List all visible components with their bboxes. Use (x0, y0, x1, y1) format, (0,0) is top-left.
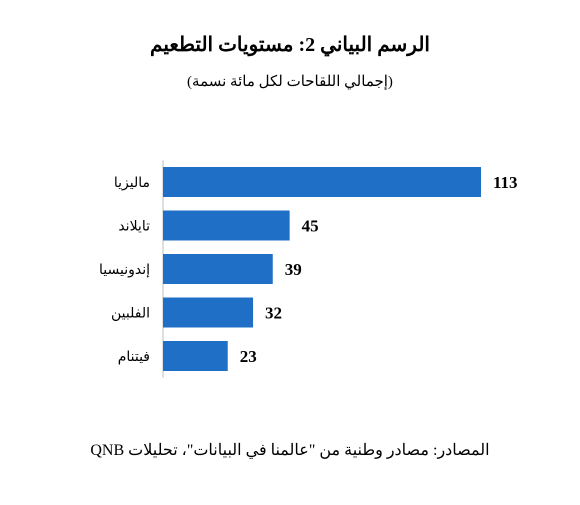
data-label: 32 (265, 304, 282, 323)
data-label: 23 (240, 347, 257, 366)
chart-source: المصادر: مصادر وطنية من "عالمنا في البيا… (90, 442, 490, 459)
bar (163, 210, 290, 241)
bar (163, 254, 273, 284)
chart-title: الرسم البياني 2: مستويات التطعيم (150, 34, 430, 56)
bar (163, 297, 254, 328)
data-label: 45 (302, 217, 319, 236)
bars-layer: 113 ماليزيا 45 تايلاند 39 إندونيسيا 32 الفلبين 2… (99, 160, 518, 378)
data-label: 39 (285, 260, 302, 279)
bar (163, 167, 481, 197)
category-label: ماليزيا (114, 175, 150, 191)
data-label: 113 (493, 173, 518, 192)
category-label: إندونيسيا (99, 262, 150, 278)
category-label: فيتنام (118, 349, 150, 365)
bar (163, 341, 228, 371)
category-label: الفلبين (111, 306, 150, 322)
category-label: تايلاند (118, 219, 150, 235)
chart-subtitle: (إجمالي اللقاحات لكل مائة نسمة) (187, 74, 393, 90)
